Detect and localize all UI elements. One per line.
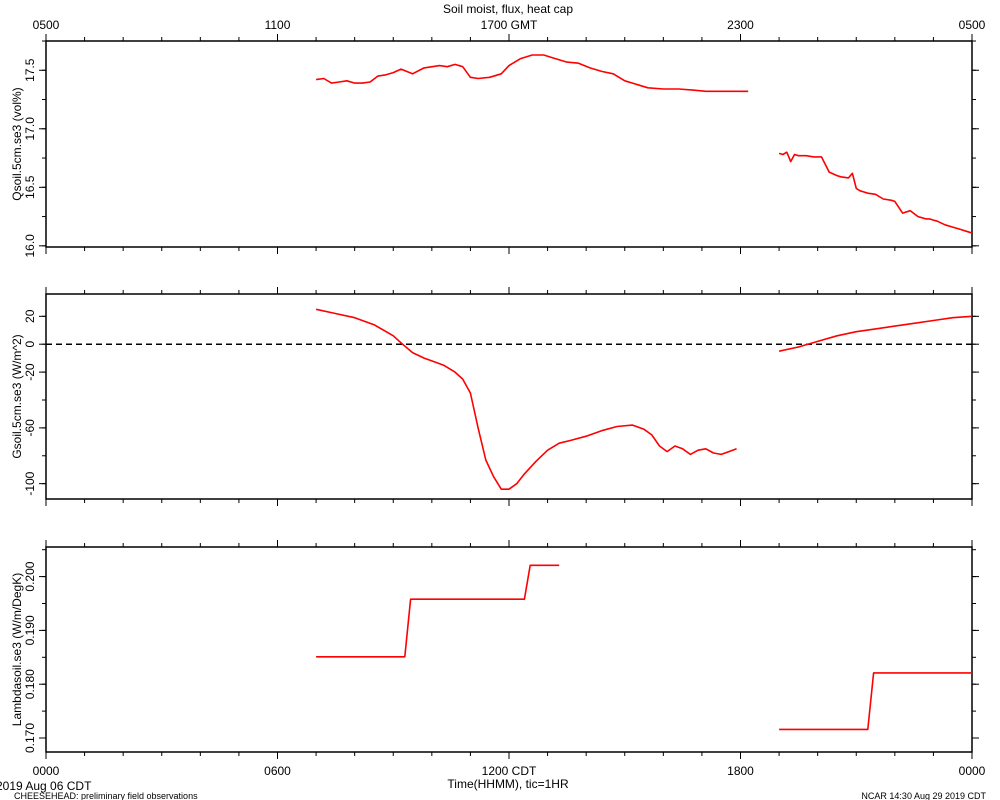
bottom-tick-label: 0600: [264, 764, 291, 778]
bottom-tick-label: 1200 CDT: [482, 764, 537, 778]
top-tick-label: 1700 GMT: [481, 18, 538, 32]
series-line-segment-2: [778, 151, 973, 234]
y-tick-label: 0.190: [23, 615, 37, 645]
top-tick-label: 0500: [33, 18, 60, 32]
y-tick-label: 0.170: [23, 723, 37, 753]
y-tick-label: 0.200: [23, 561, 37, 591]
chart-panels: 16.0 16.5 17.0 17.5 Qsoil.5cm.se3 (vol%) 20 0 -…: [10, 34, 979, 759]
y-tick-label: 17.0: [23, 117, 37, 141]
y-tick-label: -100: [23, 471, 37, 495]
top-tick-label: 0500: [959, 18, 986, 32]
y-axis-label: Gsoil.5cm.se3 (W/m^2): [10, 334, 24, 458]
top-tick-label: 2300: [727, 18, 754, 32]
x-axis-label: Time(HHMM), tic=1HR: [447, 777, 569, 791]
bottom-tick-label: 0000: [33, 764, 60, 778]
chart-panel-1: 16.0 16.5 17.0 17.5 Qsoil.5cm.se3 (vol%): [10, 34, 979, 258]
y-tick-label: 20: [23, 309, 37, 323]
bottom-axis-tick-labels: 0000 0600 1200 CDT 1800 0000: [33, 764, 986, 778]
bottom-tick-label: 0000: [959, 764, 986, 778]
y-tick-label: 16.5: [23, 175, 37, 199]
date-label: 2019 Aug 06 CDT: [0, 779, 92, 793]
bottom-tick-label: 1800: [727, 764, 754, 778]
y-tick-label: -20: [23, 363, 37, 381]
y-tick-label: 0.180: [23, 669, 37, 699]
footer-right: NCAR 14:30 Aug 29 2019 CDT: [861, 791, 986, 800]
panel-frame: [45, 546, 973, 753]
chart-panel-2: 20 0 -20 -60 -100 Gsoil.5cm.se3 (W/m^2): [10, 287, 979, 506]
y-tick-label: 16.0: [23, 234, 37, 258]
series-line-segment-1: [316, 564, 560, 658]
series-line-segment-1: [315, 308, 737, 491]
top-axis-tick-labels: 0500 1100 1700 GMT 2300 0500: [33, 18, 986, 32]
series-line-segment-2: [778, 315, 973, 352]
y-tick-label: 17.5: [23, 58, 37, 82]
y-tick-label: -60: [23, 419, 37, 437]
footer-left: CHEESEHEAD: preliminary field observatio…: [14, 791, 198, 800]
series-line-segment-2: [779, 672, 972, 731]
y-axis-label: Lambdasoil.se3 (W/m/DegK): [10, 573, 24, 726]
y-axis-label: Qsoil.5cm.se3 (vol%): [10, 87, 24, 200]
panel-frame: [45, 40, 973, 248]
y-tick-label: 0: [23, 341, 37, 348]
panel-frame: [45, 293, 973, 500]
top-tick-label: 1100: [265, 18, 291, 32]
chart-title: Soil moist, flux, heat cap: [443, 2, 573, 16]
series-line-segment-1: [315, 54, 749, 93]
